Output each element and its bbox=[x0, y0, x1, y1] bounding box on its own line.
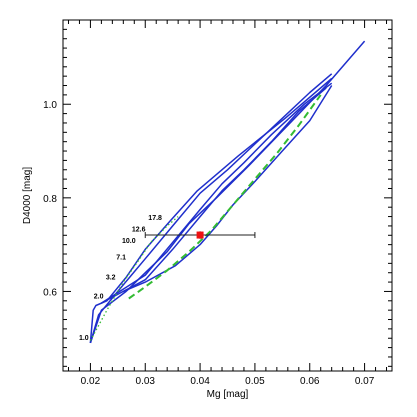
x-tick-label: 0.04 bbox=[190, 376, 210, 387]
age-label-1: 1.0 bbox=[79, 335, 89, 342]
y-tick-label: 0.6 bbox=[43, 287, 57, 298]
plot-frame bbox=[62, 19, 393, 372]
age-label-5: 10.0 bbox=[122, 238, 136, 245]
y-tick-label: 0.8 bbox=[43, 194, 57, 205]
x-tick-label: 0.06 bbox=[300, 376, 320, 387]
tick-layer: 0.02 0.03 0.04 0.05 0.06 0.07 0.6 0.8 1.0 bbox=[43, 19, 392, 387]
x-tick-label: 0.05 bbox=[245, 376, 265, 387]
measurement-point bbox=[196, 231, 204, 239]
y-axis-title: D4000 [mag] bbox=[22, 167, 33, 224]
age-label-2: 2.0 bbox=[94, 293, 104, 300]
series-layer bbox=[89, 40, 366, 344]
series-line-5-solid bbox=[101, 87, 327, 304]
marker-layer bbox=[144, 231, 256, 239]
series-line-1-solid bbox=[89, 77, 333, 343]
series-line-7-dashed bbox=[128, 94, 322, 300]
x-axis-title: Mg [mag] bbox=[207, 389, 249, 400]
x-tick-label: 0.02 bbox=[81, 376, 101, 387]
age-label-3: 3.2 bbox=[106, 275, 116, 282]
age-label-layer: 1.0 2.0 3.2 7.1 10.0 12.617.8 bbox=[79, 215, 162, 342]
x-tick-label: 0.07 bbox=[355, 376, 375, 387]
series-line-4-solid bbox=[100, 82, 333, 304]
series-line-2-solid bbox=[89, 73, 333, 344]
series-line-6-solid bbox=[123, 85, 333, 293]
y-tick-label: 1.0 bbox=[43, 100, 57, 111]
age-label-6: 12.6 bbox=[132, 227, 146, 234]
age-label-7: 17.8 bbox=[148, 215, 162, 222]
age-label-4: 7.1 bbox=[116, 255, 126, 262]
x-tick-label: 0.03 bbox=[136, 376, 156, 387]
